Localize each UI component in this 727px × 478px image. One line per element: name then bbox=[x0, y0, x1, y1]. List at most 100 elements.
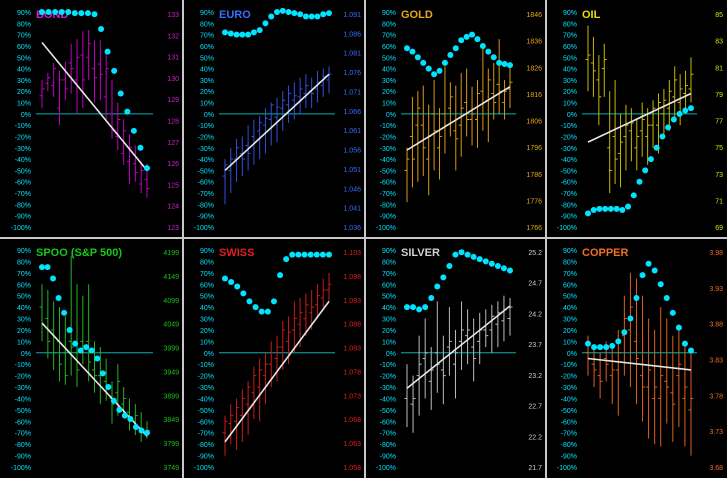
momentum-dot bbox=[250, 29, 257, 36]
pct-tick-label: -90% bbox=[198, 454, 214, 461]
momentum-dot bbox=[268, 13, 275, 20]
pct-tick-label: -70% bbox=[561, 431, 577, 438]
pct-tick-label: 90% bbox=[563, 248, 577, 255]
momentum-dot bbox=[252, 304, 259, 311]
momentum-dot bbox=[490, 54, 497, 61]
ohlc-bar bbox=[314, 284, 320, 319]
ohlc-bar bbox=[688, 352, 694, 456]
pct-tick-label: 50% bbox=[563, 294, 577, 301]
ohlc-bar bbox=[682, 341, 688, 447]
momentum-dot bbox=[262, 20, 269, 27]
pct-tick-label: 50% bbox=[382, 55, 396, 62]
price-tick-label: 24.7 bbox=[528, 281, 542, 288]
price-tick-label: 127 bbox=[167, 140, 179, 147]
pct-tick-label: -30% bbox=[380, 146, 396, 153]
momentum-dot bbox=[116, 406, 123, 413]
momentum-dot bbox=[496, 59, 503, 66]
ohlc-bar bbox=[501, 295, 507, 342]
price-tick-label: 1.081 bbox=[343, 51, 361, 58]
ohlc-bar bbox=[404, 147, 410, 203]
price-tick-label: 133 bbox=[167, 12, 179, 19]
ohlc-bar bbox=[422, 318, 428, 399]
pct-tick-label: -80% bbox=[561, 442, 577, 449]
price-tick-label: 1.093 bbox=[343, 298, 361, 305]
momentum-dot bbox=[446, 262, 453, 269]
price-tick-label: 3999 bbox=[163, 346, 179, 353]
pct-tick-label: -10% bbox=[198, 123, 214, 130]
price-tick-label: 1.066 bbox=[343, 109, 361, 116]
ohlc-bar bbox=[607, 91, 613, 194]
pct-tick-label: 60% bbox=[563, 282, 577, 289]
price-tick-label: 3949 bbox=[163, 369, 179, 376]
momentum-dot bbox=[590, 207, 597, 214]
ohlc-bar bbox=[458, 73, 464, 157]
chart-title: SPOO (S&P 500) bbox=[36, 247, 122, 259]
ohlc-bar bbox=[596, 55, 602, 126]
momentum-dot bbox=[479, 42, 486, 49]
pct-tick-label: 70% bbox=[382, 271, 396, 278]
pct-tick-label: 30% bbox=[382, 317, 396, 324]
ohlc-bar bbox=[442, 66, 448, 154]
ohlc-bar bbox=[62, 316, 68, 385]
ohlc-bar bbox=[452, 329, 458, 399]
momentum-dot bbox=[227, 30, 234, 37]
ohlc-bar bbox=[495, 301, 501, 348]
ohlc-bar bbox=[228, 147, 234, 194]
ohlc-bar bbox=[612, 79, 618, 184]
momentum-dot bbox=[585, 340, 591, 347]
chart-svg-swiss: SWISS 90% 80% 70% 60% 50% 40% 30% 20% 10% 0% -10% -2… bbox=[194, 247, 361, 472]
pct-tick-label: 40% bbox=[200, 305, 214, 312]
price-tick-label: 1766 bbox=[526, 225, 542, 232]
pct-tick-label: -30% bbox=[561, 385, 577, 392]
pct-tick-label: 60% bbox=[200, 282, 214, 289]
momentum-dot bbox=[663, 294, 670, 301]
pct-tick-label: 20% bbox=[200, 328, 214, 335]
momentum-dot bbox=[240, 290, 247, 297]
ohlc-bar bbox=[480, 43, 486, 131]
pct-tick-label: -40% bbox=[198, 396, 214, 403]
ohlc-bar bbox=[627, 272, 633, 388]
pct-tick-label: 90% bbox=[17, 248, 31, 255]
momentum-dot bbox=[619, 207, 626, 214]
momentum-dot bbox=[245, 31, 252, 38]
pct-tick-label: 40% bbox=[200, 67, 214, 74]
pct-tick-label: -30% bbox=[198, 385, 214, 392]
momentum-dot bbox=[409, 48, 416, 55]
pct-tick-label: -20% bbox=[561, 134, 577, 141]
price-tick-label: 1806 bbox=[526, 119, 542, 126]
momentum-dot bbox=[688, 347, 694, 354]
price-tick-label: 1.071 bbox=[343, 89, 361, 96]
pct-tick-label: 50% bbox=[382, 294, 396, 301]
regression-line bbox=[406, 305, 511, 389]
momentum-dot bbox=[83, 344, 90, 351]
regression-line bbox=[587, 357, 692, 371]
price-tick-label: 1.061 bbox=[343, 128, 361, 135]
momentum-dot bbox=[295, 251, 302, 258]
price-tick-label: 1.083 bbox=[343, 346, 361, 353]
pct-tick-label: 40% bbox=[17, 67, 31, 74]
ohlc-bar bbox=[291, 301, 297, 353]
momentum-dot bbox=[121, 412, 128, 419]
ohlc-bar bbox=[437, 108, 443, 180]
momentum-dot bbox=[653, 144, 660, 151]
ohlc-bar bbox=[57, 70, 62, 126]
pct-tick-label: -50% bbox=[15, 168, 31, 175]
momentum-dot bbox=[470, 253, 477, 260]
ohlc-bar bbox=[228, 404, 234, 445]
ohlc-bar bbox=[420, 85, 426, 177]
momentum-dot bbox=[476, 256, 483, 263]
pct-tick-label: 30% bbox=[17, 78, 31, 85]
pct-tick-label: -40% bbox=[15, 396, 31, 403]
momentum-dot bbox=[425, 65, 432, 72]
pct-tick-label: 80% bbox=[563, 259, 577, 266]
ohlc-bar bbox=[245, 125, 251, 171]
pct-tick-label: -30% bbox=[561, 146, 577, 153]
ohlc-bar bbox=[320, 278, 326, 308]
pct-tick-label: -80% bbox=[198, 442, 214, 449]
momentum-dot bbox=[651, 267, 658, 274]
pct-tick-label: -70% bbox=[561, 191, 577, 198]
pct-tick-label: -10% bbox=[198, 362, 214, 369]
pct-tick-label: -40% bbox=[561, 396, 577, 403]
ohlc-bar bbox=[447, 82, 453, 137]
momentum-dot bbox=[452, 251, 459, 258]
